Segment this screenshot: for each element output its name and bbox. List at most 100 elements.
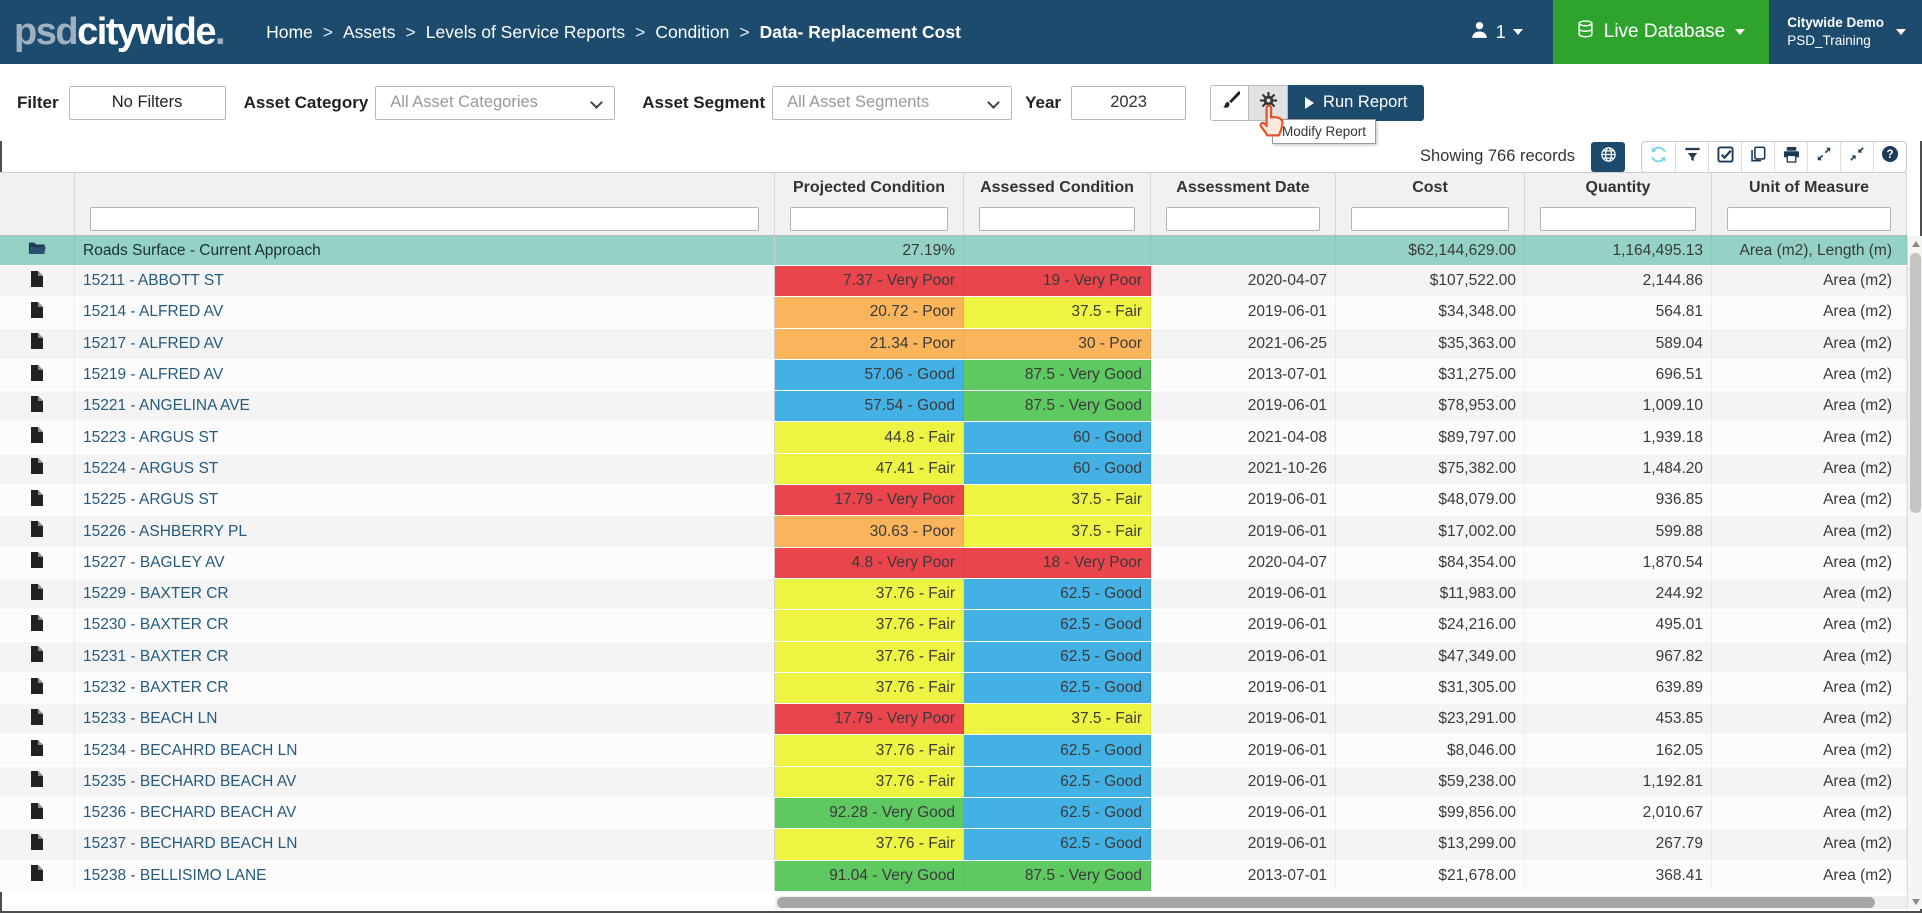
asset-name-link[interactable]: 15211 - ABBOTT ST [83, 272, 224, 290]
live-database-button[interactable]: Live Database [1553, 0, 1769, 64]
asset-name-link[interactable]: 15227 - BAGLEY AV [83, 554, 225, 572]
assessment-date-filter-input[interactable] [1166, 207, 1320, 231]
file-icon[interactable] [31, 646, 43, 667]
folder-icon-cell[interactable] [0, 236, 75, 265]
file-icon[interactable] [31, 552, 43, 573]
file-icon-cell[interactable] [0, 704, 75, 734]
header-cost[interactable]: Cost [1336, 173, 1525, 202]
refresh-button[interactable] [1642, 142, 1675, 172]
year-input[interactable] [1071, 86, 1186, 120]
file-icon-cell[interactable] [0, 673, 75, 703]
file-icon[interactable] [31, 521, 43, 542]
expand-button[interactable] [1807, 142, 1840, 172]
file-icon-cell[interactable] [0, 579, 75, 609]
file-icon-cell[interactable] [0, 266, 75, 296]
asset-name-link[interactable]: 15238 - BELLISIMO LANE [83, 867, 267, 885]
cost-filter-input[interactable] [1351, 207, 1509, 231]
header-assessment-date[interactable]: Assessment Date [1151, 173, 1336, 202]
file-icon-cell[interactable] [0, 798, 75, 828]
asset-name-link[interactable]: 15224 - ARGUS ST [83, 460, 218, 478]
psdcitywide-logo[interactable]: psdcitywide. [14, 11, 224, 54]
vertical-scrollbar-thumb[interactable] [1910, 253, 1921, 513]
select-columns-button[interactable] [1708, 142, 1741, 172]
help-button[interactable]: ? [1873, 142, 1906, 172]
file-icon[interactable] [31, 271, 43, 292]
account-menu[interactable]: Citywide Demo PSD_Training [1787, 14, 1906, 49]
file-icon-cell[interactable] [0, 329, 75, 359]
header-assessed-condition[interactable]: Assessed Condition [964, 173, 1151, 202]
file-icon-cell[interactable] [0, 297, 75, 327]
asset-name-link[interactable]: 15231 - BAXTER CR [83, 648, 229, 666]
file-icon[interactable] [31, 678, 43, 699]
asset-category-select[interactable]: All Asset Categories [375, 86, 615, 120]
vertical-scrollbar[interactable] [1907, 236, 1922, 909]
asset-name-link[interactable]: 15237 - BECHARD BEACH LN [83, 835, 298, 853]
file-icon-cell[interactable] [0, 454, 75, 484]
active-users-menu[interactable]: 1 [1470, 20, 1523, 44]
header-unit-of-measure[interactable]: Unit of Measure [1712, 173, 1907, 202]
asset-name-link[interactable]: 15233 - BEACH LN [83, 710, 217, 728]
run-report-button[interactable]: Run Report [1288, 85, 1424, 121]
asset-name-link[interactable]: 15234 - BECAHRD BEACH LN [83, 742, 298, 760]
asset-name-link[interactable]: 15214 - ALFRED AV [83, 303, 223, 321]
folder-icon[interactable] [28, 241, 46, 261]
asset-name-link[interactable]: 15219 - ALFRED AV [83, 366, 223, 384]
header-quantity[interactable]: Quantity [1525, 173, 1712, 202]
file-icon-cell[interactable] [0, 767, 75, 797]
file-icon[interactable] [31, 302, 43, 323]
file-icon[interactable] [31, 427, 43, 448]
file-icon[interactable] [31, 333, 43, 354]
file-icon-cell[interactable] [0, 642, 75, 672]
file-icon-cell[interactable] [0, 422, 75, 452]
scroll-up-arrow[interactable] [1908, 236, 1922, 251]
horizontal-scrollbar-thumb[interactable] [777, 897, 1875, 908]
asset-name-link[interactable]: 15232 - BAXTER CR [83, 679, 229, 697]
asset-name-link[interactable]: 15226 - ASHBERRY PL [83, 523, 247, 541]
no-filters-button[interactable]: No Filters [69, 86, 226, 120]
file-icon[interactable] [31, 584, 43, 605]
file-icon-cell[interactable] [0, 485, 75, 515]
unit-of-measure-filter-input[interactable] [1727, 207, 1891, 231]
asset-name-link[interactable]: 15221 - ANGELINA AVE [83, 397, 250, 415]
file-icon[interactable] [31, 740, 43, 761]
file-icon[interactable] [31, 709, 43, 730]
asset-name-link[interactable]: 15229 - BAXTER CR [83, 585, 229, 603]
header-projected-condition[interactable]: Projected Condition [775, 173, 964, 202]
asset-name-filter-input[interactable] [90, 207, 759, 231]
breadcrumb-condition[interactable]: Condition [655, 22, 729, 43]
file-icon[interactable] [31, 490, 43, 511]
file-icon-cell[interactable] [0, 391, 75, 421]
assessed-condition-filter-input[interactable] [979, 207, 1135, 231]
file-icon-cell[interactable] [0, 829, 75, 859]
map-view-button[interactable] [1591, 142, 1625, 172]
quantity-filter-input[interactable] [1540, 207, 1696, 231]
style-report-button[interactable] [1210, 85, 1249, 121]
file-icon[interactable] [31, 396, 43, 417]
file-icon[interactable] [31, 865, 43, 886]
file-icon-cell[interactable] [0, 610, 75, 640]
breadcrumb-assets[interactable]: Assets [343, 22, 396, 43]
asset-segment-select[interactable]: All Asset Segments [772, 86, 1012, 120]
horizontal-scrollbar[interactable] [775, 896, 1907, 909]
file-icon-cell[interactable] [0, 735, 75, 765]
file-icon[interactable] [31, 834, 43, 855]
file-icon[interactable] [31, 458, 43, 479]
breadcrumb-home[interactable]: Home [266, 22, 313, 43]
projected-condition-filter-input[interactable] [790, 207, 948, 231]
asset-name-link[interactable]: 15225 - ARGUS ST [83, 491, 218, 509]
file-icon[interactable] [31, 365, 43, 386]
file-icon-cell[interactable] [0, 861, 75, 891]
breadcrumb-los-reports[interactable]: Levels of Service Reports [426, 22, 625, 43]
file-icon[interactable] [31, 771, 43, 792]
file-icon[interactable] [31, 615, 43, 636]
file-icon[interactable] [31, 803, 43, 824]
asset-name-link[interactable]: 15235 - BECHARD BEACH AV [83, 773, 296, 791]
file-icon-cell[interactable] [0, 548, 75, 578]
asset-name-link[interactable]: 15236 - BECHARD BEACH AV [83, 804, 296, 822]
collapse-button[interactable] [1840, 142, 1873, 172]
asset-name-link[interactable]: 15217 - ALFRED AV [83, 335, 223, 353]
scroll-down-arrow[interactable] [1908, 894, 1922, 909]
file-icon-cell[interactable] [0, 516, 75, 546]
filter-button[interactable] [1675, 142, 1708, 172]
copy-button[interactable] [1741, 142, 1774, 172]
